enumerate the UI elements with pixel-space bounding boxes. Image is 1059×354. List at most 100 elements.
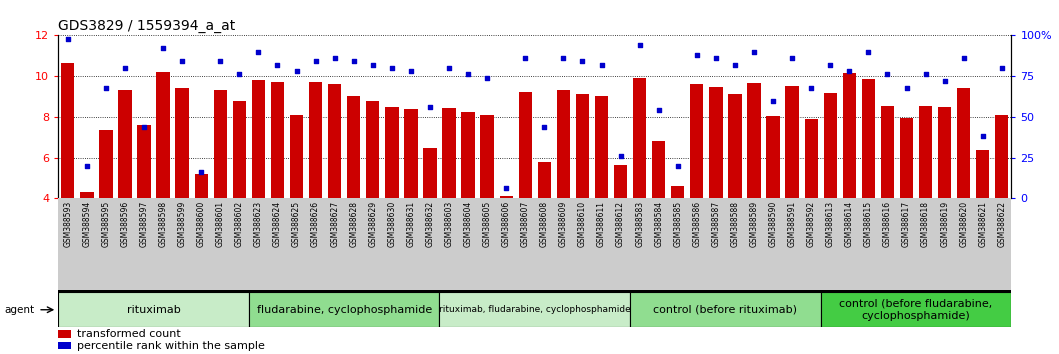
Text: GDS3829 / 1559394_a_at: GDS3829 / 1559394_a_at [58,19,235,33]
Bar [424,148,436,198]
Bar [420,198,439,292]
Text: GSM388609: GSM388609 [559,201,568,247]
Bar [363,198,382,292]
Bar [385,107,398,198]
Text: GSM388610: GSM388610 [578,201,587,247]
Point [593,62,610,68]
Bar [347,96,360,198]
Text: GSM388632: GSM388632 [426,201,434,247]
Text: GSM388620: GSM388620 [959,201,968,247]
Text: GSM388602: GSM388602 [235,201,244,247]
Text: GSM388584: GSM388584 [654,201,663,247]
Text: GSM388594: GSM388594 [83,201,91,247]
Bar [119,90,131,198]
Point [364,62,381,68]
Point [612,153,629,159]
Text: GSM388628: GSM388628 [349,201,358,247]
Point [231,72,248,77]
Bar [859,198,878,292]
Bar [535,198,554,292]
Text: GSM388597: GSM388597 [140,201,148,247]
Bar [576,95,589,198]
Point [688,52,705,58]
Text: GSM388630: GSM388630 [388,201,396,247]
Text: GSM388617: GSM388617 [902,201,911,247]
Bar [115,198,134,292]
Text: GSM388587: GSM388587 [712,201,720,247]
Point [97,85,114,90]
Bar [935,198,954,292]
Bar [439,198,459,292]
Text: GSM388613: GSM388613 [826,201,834,247]
Bar [77,198,96,292]
Point [860,49,877,55]
Bar [344,198,363,292]
Point [726,62,743,68]
Bar [230,198,249,292]
Bar [595,96,608,198]
Text: GSM388615: GSM388615 [864,201,873,247]
Bar [481,115,493,198]
Bar [671,186,684,198]
Bar [516,198,535,292]
Bar [195,174,208,198]
Text: GSM388585: GSM388585 [674,201,682,247]
Bar [744,198,764,292]
Point [746,49,762,55]
Text: GSM388599: GSM388599 [178,201,186,247]
Text: GSM388622: GSM388622 [998,201,1006,247]
Text: GSM388619: GSM388619 [940,201,949,247]
Point [993,65,1010,71]
Point [822,62,839,68]
Text: rituximab, fludarabine, cyclophosphamide: rituximab, fludarabine, cyclophosphamide [438,305,631,314]
Bar [554,198,573,292]
Bar [573,198,592,292]
Bar [840,198,859,292]
Text: GSM388605: GSM388605 [483,201,491,247]
Bar [211,198,230,292]
Text: GSM388624: GSM388624 [273,201,282,247]
Point [59,36,76,41]
Bar [710,87,722,198]
Bar [80,192,93,198]
Bar [138,125,150,198]
Bar [58,292,249,327]
Bar [192,198,211,292]
Point [116,65,133,71]
Text: GSM388592: GSM388592 [807,201,815,247]
Bar [497,198,516,292]
Bar [61,63,74,198]
Point [803,85,820,90]
Bar [633,78,646,198]
Text: fludarabine, cyclophosphamide: fludarabine, cyclophosphamide [256,305,432,315]
Bar [805,119,818,198]
Bar [992,198,1011,292]
Bar [878,198,897,292]
Point [631,42,648,48]
Text: GSM388608: GSM388608 [540,201,549,247]
Bar [500,196,513,198]
Point [479,75,496,81]
Point [974,133,991,139]
Bar [668,198,687,292]
Bar [287,198,306,292]
Bar [592,198,611,292]
Bar [764,198,783,292]
Bar [897,198,916,292]
Text: GSM388618: GSM388618 [921,201,930,247]
Bar [957,88,970,198]
Point [421,104,438,110]
Text: percentile rank within the sample: percentile rank within the sample [77,341,265,351]
Bar [687,198,706,292]
Bar [233,101,246,198]
Bar [954,198,973,292]
Bar [478,198,497,292]
Bar [58,330,71,338]
Text: GSM388593: GSM388593 [64,201,72,247]
Bar [843,73,856,198]
Point [707,55,724,61]
Bar [462,112,474,198]
Text: GSM388607: GSM388607 [521,201,530,247]
Text: GSM388631: GSM388631 [407,201,415,247]
Bar [630,292,821,327]
